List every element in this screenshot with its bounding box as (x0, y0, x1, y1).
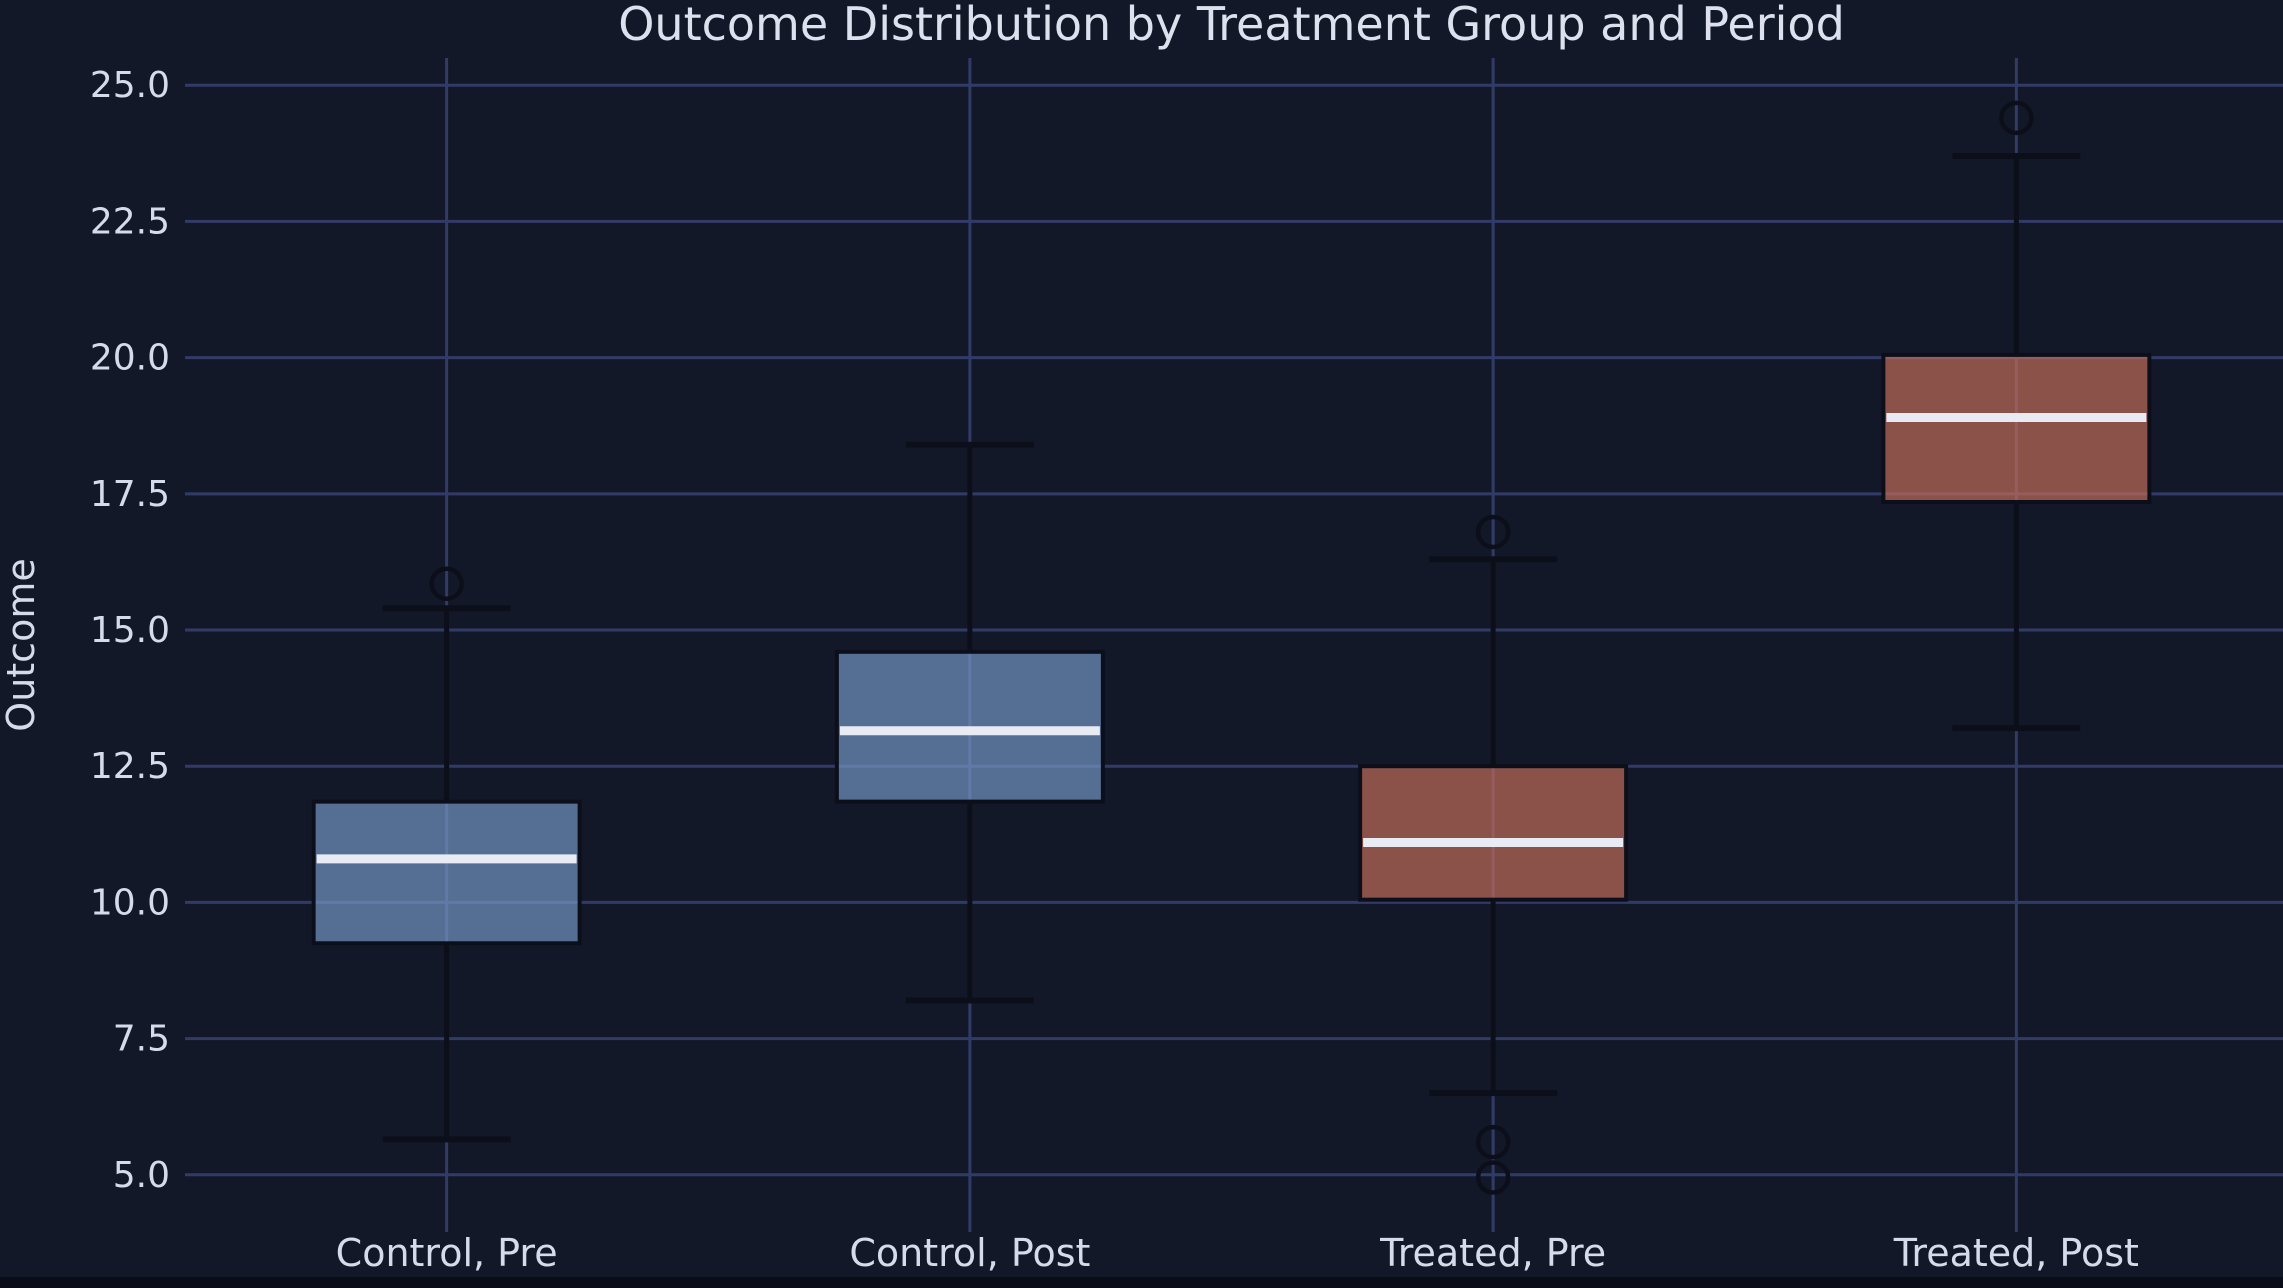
y-tick-label: 17.5 (90, 474, 170, 515)
x-category-label: Control, Pre (336, 1231, 558, 1275)
iqr-box (1358, 764, 1629, 902)
outlier-point (1999, 100, 2034, 136)
iqr-box (311, 799, 582, 946)
x-category-label: Treated, Pre (1379, 1231, 1606, 1275)
y-tick-label: 25.0 (90, 65, 170, 106)
y-tick-label: 12.5 (90, 746, 170, 787)
y-tick-label: 7.5 (113, 1019, 170, 1060)
chart-title: Outcome Distribution by Treatment Group … (618, 0, 1845, 51)
bottom-edge-strip (0, 1277, 2283, 1288)
outlier-point (1475, 514, 1511, 550)
x-category-label: Control, Post (849, 1231, 1090, 1275)
iqr-box (1881, 352, 2152, 504)
y-axis-label: Outcome (0, 558, 43, 731)
y-tick-label: 22.5 (90, 201, 170, 242)
y-tick-label: 15.0 (90, 610, 170, 651)
x-category-label: Treated, Post (1893, 1231, 2139, 1275)
y-tick-label: 20.0 (90, 338, 170, 379)
outlier-point (429, 566, 464, 601)
outlier-point (1475, 1124, 1511, 1160)
y-tick-label: 5.0 (113, 1155, 170, 1196)
outlier-point (1475, 1160, 1511, 1195)
y-tick-label: 10.0 (90, 882, 170, 923)
